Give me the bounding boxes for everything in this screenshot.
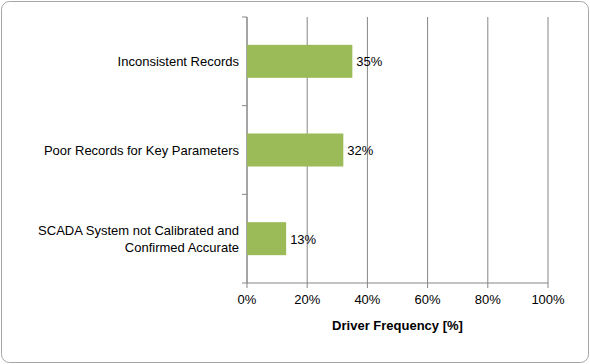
tick-label: 60%: [415, 292, 441, 307]
grid-line: [548, 17, 549, 283]
grid-line: [487, 17, 488, 283]
category-label-line: Poor Records for Key Parameters: [44, 143, 240, 158]
tick-mark: [548, 283, 549, 288]
tick-mark: [487, 283, 488, 288]
category-label-line: Inconsistent Records: [118, 54, 240, 69]
category-label-line: SCADA System not Calibrated and: [38, 223, 239, 238]
category-label: Inconsistent Records: [118, 54, 240, 69]
category-tick: [242, 17, 247, 18]
category-tick: [242, 105, 247, 106]
axis-line: [247, 283, 548, 284]
tick-label: 0%: [238, 292, 257, 307]
tick-label: 40%: [354, 292, 380, 307]
data-label: 32%: [347, 143, 373, 158]
tick-mark: [247, 283, 248, 288]
bars: [247, 45, 352, 255]
chart: 0% 20% 40% 60% 80% 100% 35% 32% 13% Inconsistent …: [0, 0, 590, 364]
bar: [247, 222, 286, 255]
bar: [247, 45, 352, 78]
grid-line: [427, 17, 428, 283]
tick-label: 80%: [475, 292, 501, 307]
category-tick: [242, 283, 247, 284]
category-label: Poor Records for Key Parameters: [44, 143, 240, 158]
data-label: 35%: [356, 54, 382, 69]
category-label: SCADA System not Calibrated and Confirmed…: [38, 223, 239, 255]
data-label: 13%: [290, 232, 316, 247]
tick-label: 20%: [294, 292, 320, 307]
tick-mark: [427, 283, 428, 288]
tick-mark: [307, 283, 308, 288]
axis-title: Driver Frequency [%]: [332, 318, 463, 333]
chart-frame: [2, 2, 589, 363]
category-tick: [242, 194, 247, 195]
bar: [247, 134, 343, 167]
tick-mark: [367, 283, 368, 288]
category-label-line: Confirmed Accurate: [125, 240, 239, 255]
tick-label: 100%: [531, 292, 565, 307]
